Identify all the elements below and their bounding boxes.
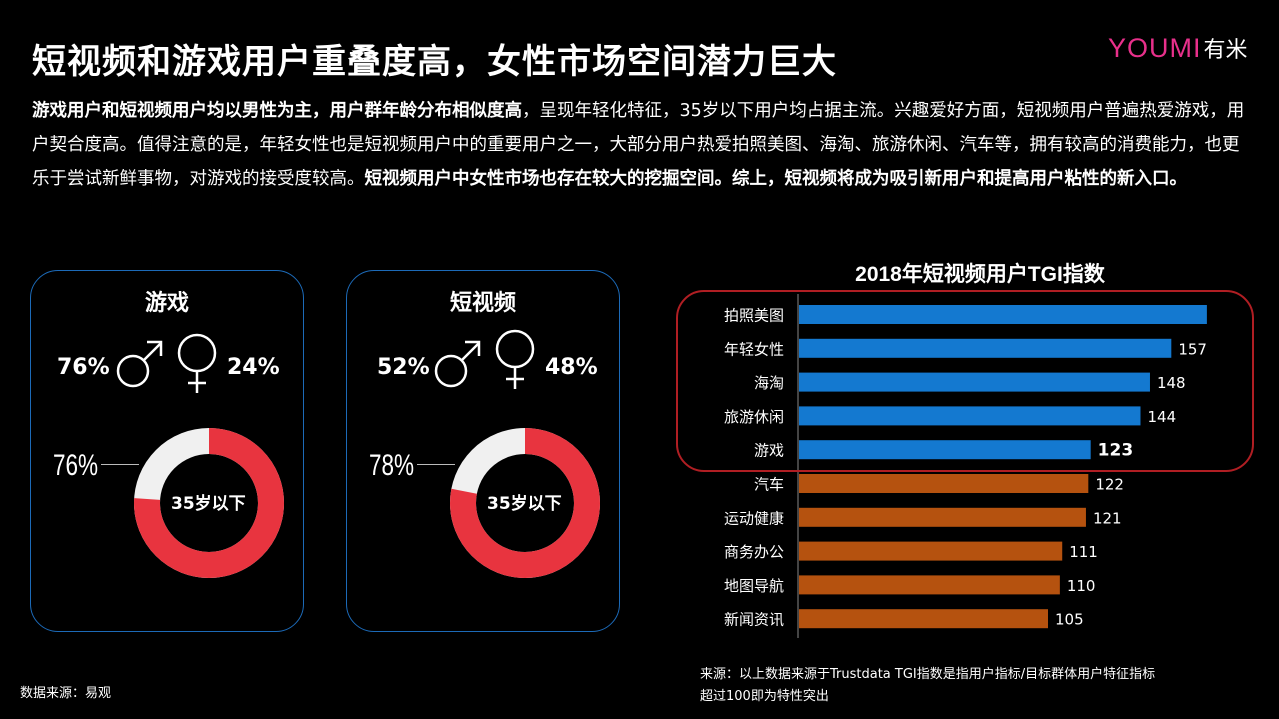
bar — [799, 440, 1091, 460]
value-label: 148 — [1157, 374, 1186, 392]
age-percent: 78% — [369, 449, 415, 482]
value-label: 111 — [1069, 543, 1098, 561]
category-label: 地图导航 — [724, 577, 784, 595]
female-percent: 24% — [227, 355, 280, 380]
panel-short-video: 短视频 52% 48% 78% 35岁以下 — [346, 270, 620, 632]
panel-title: 游戏 — [144, 291, 189, 316]
category-label: 游戏 — [754, 442, 784, 460]
donut-label: 35岁以下 — [487, 494, 562, 514]
bar — [799, 507, 1086, 527]
value-label: 110 — [1067, 577, 1096, 595]
bar — [799, 474, 1089, 493]
page-title: 短视频和游戏用户重叠度高，女性市场空间潜力巨大 — [32, 42, 837, 82]
source-right: 来源：以上数据来源于Trustdata TGI指数是指用户指标/目标群体用户特征… — [700, 664, 1155, 708]
value-label: 144 — [1147, 408, 1176, 426]
category-label: 年轻女性 — [724, 340, 784, 358]
bar — [799, 338, 1172, 358]
intro-normal: ，呈现年轻化特征，35岁以下用户均占据主流。兴趣爱好方面，短视频用户普遍热爱游戏… — [32, 101, 1245, 189]
logo-cn: 有米 — [1203, 38, 1248, 63]
intro-bold-2: 短视频用户中女性市场也存在较大的挖掘空间。综上，短视频将成为吸引新用户和提高用户… — [364, 169, 1188, 189]
category-label: 汽车 — [754, 476, 784, 494]
category-label: 海淘 — [754, 374, 784, 392]
bar — [799, 541, 1063, 561]
source-left: 数据来源：易观 — [20, 686, 112, 701]
male-icon — [116, 340, 163, 388]
leader-line — [417, 464, 455, 465]
logo-text: YOUMI — [1108, 33, 1202, 63]
leader-line — [101, 464, 139, 465]
category-label: 旅游休闲 — [724, 408, 784, 426]
donut-arc — [450, 428, 600, 578]
panel-games: 游戏 76% 24% 76% 35岁以下 — [30, 270, 304, 632]
bar — [799, 406, 1141, 426]
value-label: 121 — [1093, 509, 1122, 527]
bar — [799, 372, 1150, 392]
source-right-line2: 超过100即为特性突出 — [700, 689, 829, 704]
donut-label: 35岁以下 — [171, 494, 246, 514]
male-icon — [434, 340, 481, 388]
value-label: 105 — [1055, 611, 1084, 629]
female-percent: 48% — [545, 355, 598, 380]
source-right-line1: 来源：以上数据来源于Trustdata TGI指数是指用户指标/目标群体用户特征… — [700, 667, 1156, 682]
category-label: 拍照美图 — [724, 307, 784, 325]
male-percent: 76% — [57, 355, 110, 380]
category-label: 运动健康 — [724, 509, 784, 527]
age-donut — [134, 428, 284, 578]
value-label: 122 — [1095, 476, 1124, 494]
value-label: 123 — [1098, 441, 1134, 461]
male-percent: 52% — [377, 355, 430, 380]
female-icon — [177, 333, 217, 393]
age-percent: 76% — [53, 449, 99, 482]
brand-logo: YOUMI有米 — [1108, 32, 1248, 64]
highlight-frame — [676, 290, 1254, 472]
bar — [799, 575, 1060, 595]
female-icon — [495, 329, 535, 389]
category-label: 新闻资讯 — [724, 611, 784, 629]
bar — [799, 609, 1048, 629]
intro-paragraph: 游戏用户和短视频用户均以男性为主，用户群年龄分布相似度高，呈现年轻化特征，35岁… — [32, 94, 1252, 196]
category-label: 商务办公 — [724, 543, 784, 561]
intro-bold-1: 游戏用户和短视频用户均以男性为主，用户群年龄分布相似度高 — [32, 101, 522, 121]
chart-title: 2018年短视频用户TGI指数 — [855, 263, 1105, 286]
age-donut — [450, 428, 600, 578]
donut-arc — [134, 428, 284, 578]
bar — [799, 305, 1207, 324]
value-label: 157 — [1178, 340, 1207, 358]
panel-title: 短视频 — [449, 291, 516, 316]
